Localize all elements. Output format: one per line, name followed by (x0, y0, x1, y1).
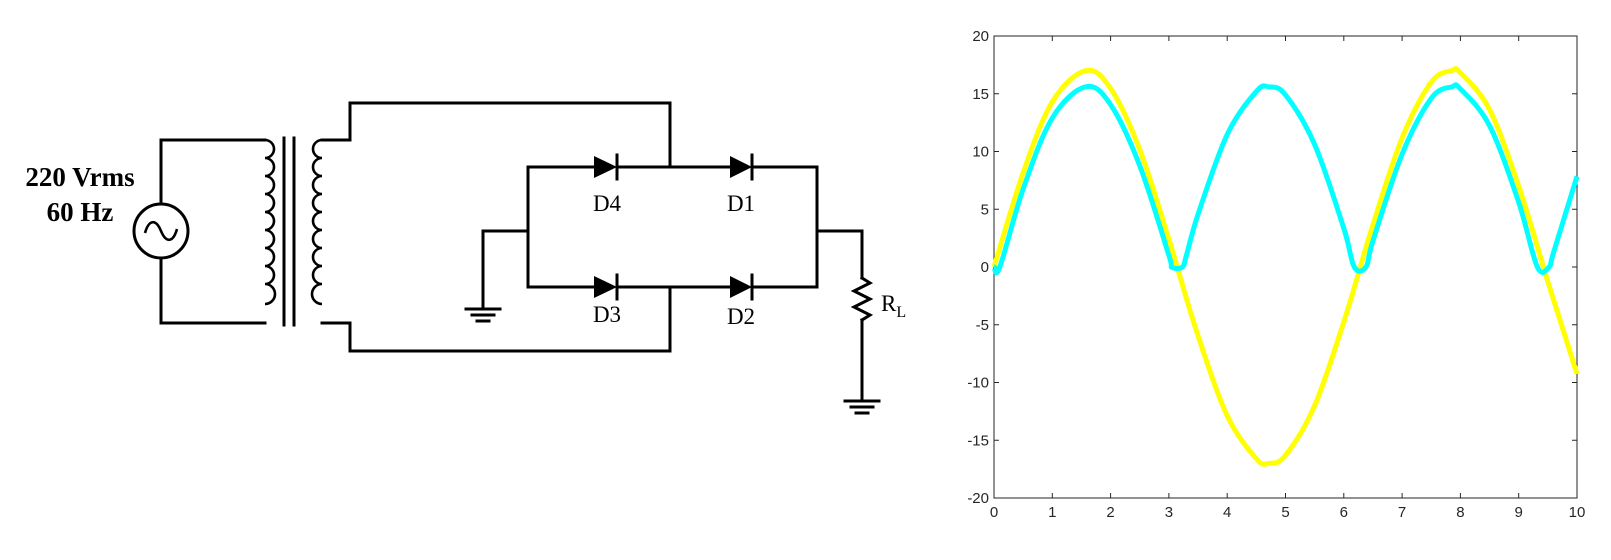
plot-ticks: 0 1 2 3 4 5 6 7 8 9 10 20 15 10 5 0 -5 -10 -15 -20 (967, 28, 1585, 521)
diode-d4-icon (594, 153, 619, 181)
x-tick-label: 4 (1223, 504, 1231, 521)
series-line-1 (991, 66, 1580, 467)
load-resistor-label: RL (881, 291, 906, 321)
diode-d3-icon (594, 273, 619, 301)
secondary-top-wire (320, 101, 672, 169)
load-label-main: R (881, 291, 897, 316)
ground-icon (843, 399, 881, 415)
y-tick-label: 20 (972, 28, 989, 45)
x-tick-label: 7 (1398, 504, 1406, 521)
source-frequency-label: 60 Hz (47, 197, 114, 227)
ground-branch-wire (481, 229, 530, 311)
source-voltage-label: 220 Vrms (25, 162, 134, 192)
series-line-2 (991, 82, 1580, 276)
load-top-wire (815, 229, 864, 280)
y-tick-label: -20 (967, 490, 989, 507)
plot-series (991, 66, 1580, 467)
x-tick-label: 2 (1106, 504, 1114, 521)
resistor-icon (850, 275, 874, 323)
ac-source-icon (132, 202, 190, 260)
diode-d2-icon (730, 273, 754, 301)
y-tick-label: 0 (981, 259, 989, 276)
primary-coil-icon (264, 138, 277, 306)
diode-label-d1: D1 (727, 191, 755, 216)
y-tick-label: -10 (967, 375, 989, 392)
secondary-bottom-wire (320, 285, 672, 353)
x-tick-label: 10 (1569, 504, 1586, 521)
x-tick-label: 6 (1340, 504, 1348, 521)
diode-label-d3: D3 (593, 302, 621, 327)
bridge-wire (526, 165, 596, 289)
x-tick-label: 0 (990, 504, 998, 521)
bridge-wire (750, 165, 819, 289)
diode-d1-icon (730, 153, 754, 181)
y-tick-label: 5 (981, 201, 989, 218)
x-tick-label: 5 (1281, 504, 1289, 521)
waveform-plot: 0 1 2 3 4 5 6 7 8 9 10 20 15 10 5 0 -5 -10 -15 -20 (967, 28, 1585, 521)
secondary-coil-icon (310, 138, 323, 306)
primary-top-wire (159, 138, 267, 206)
y-tick-label: -15 (967, 432, 989, 449)
x-tick-label: 1 (1048, 504, 1056, 521)
x-tick-label: 8 (1456, 504, 1464, 521)
y-tick-label: 10 (972, 144, 989, 161)
ground-icon (464, 307, 502, 323)
diode-label-d2: D2 (727, 304, 755, 329)
rectifier-circuit-diagram: 220 Vrms 60 Hz (25, 101, 906, 415)
load-label-subscript: L (896, 304, 906, 321)
y-tick-label: 15 (972, 86, 989, 103)
x-tick-label: 3 (1165, 504, 1173, 521)
diode-label-d4: D4 (593, 191, 622, 216)
primary-bottom-wire (159, 256, 267, 325)
y-tick-label: -5 (976, 317, 989, 334)
x-tick-label: 9 (1515, 504, 1523, 521)
